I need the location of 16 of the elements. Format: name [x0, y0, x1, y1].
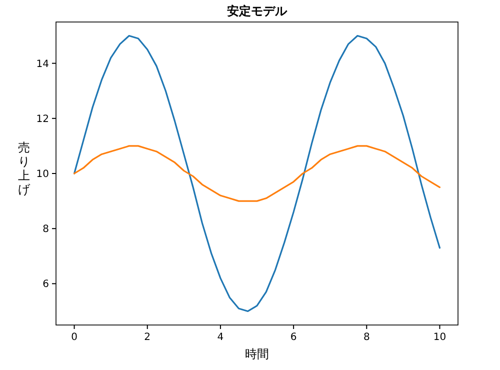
x-tick-label: 8	[363, 332, 370, 343]
y-tick-label: 8	[42, 224, 49, 236]
line-series	[73, 34, 441, 312]
y-axis-title: 売り上げ	[18, 140, 31, 196]
x-tick-label: 2	[144, 332, 151, 343]
line-series	[73, 145, 441, 202]
y-tick-label: 6	[42, 279, 49, 290]
chart-title: 安定モデル	[227, 4, 288, 18]
y-tick-label: 14	[36, 58, 49, 70]
y-tick-label: 10	[36, 169, 49, 180]
x-axis-title: 時間	[245, 347, 269, 361]
x-tick-label: 4	[217, 332, 224, 343]
x-tick-label: 6	[290, 332, 297, 343]
y-tick-label: 12	[36, 114, 49, 125]
x-tick-label: 0	[71, 332, 78, 343]
x-tick-label: 10	[433, 332, 446, 343]
